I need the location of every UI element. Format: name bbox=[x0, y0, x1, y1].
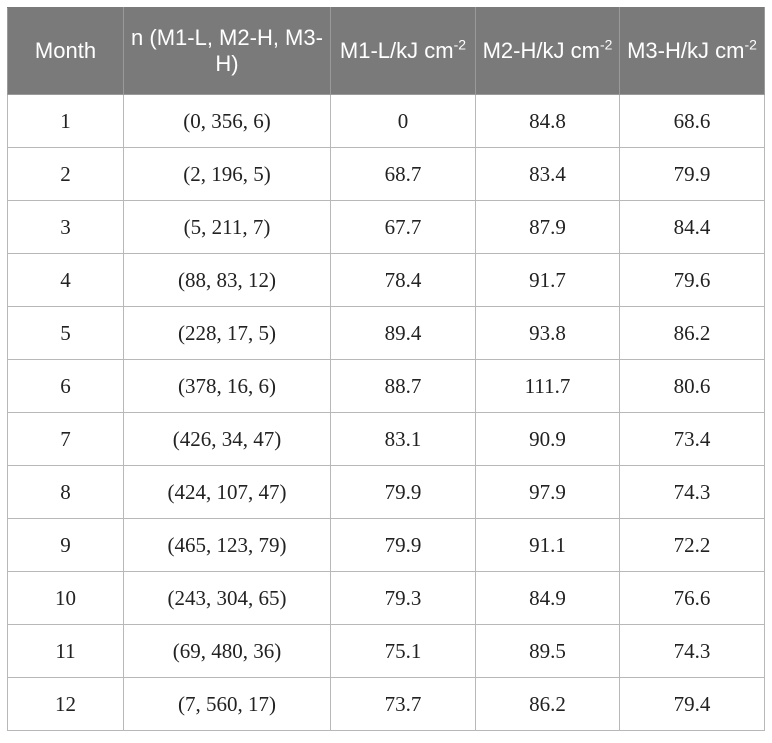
cell-n: (228, 17, 5) bbox=[123, 306, 331, 360]
header-m3-h: M3-H/kJ cm-2 bbox=[619, 7, 765, 95]
data-table: Month n (M1-L, M2-H, M3-H) M1-L/kJ cm-2 … bbox=[7, 7, 765, 731]
cell-m3-h: 79.9 bbox=[619, 147, 765, 201]
table-body: 1 (0, 356, 6) 0 84.8 68.6 2 (2, 196, 5) 68.7 83.… bbox=[7, 94, 765, 731]
cell-month: 1 bbox=[7, 94, 124, 148]
cell-month: 2 bbox=[7, 147, 124, 201]
header-m1-l-label: M1-L/kJ cm bbox=[339, 38, 454, 63]
cell-m3-h: 74.3 bbox=[619, 465, 765, 519]
cell-n: (5, 211, 7) bbox=[123, 200, 331, 254]
table-row: 7 (426, 34, 47) 83.1 90.9 73.4 bbox=[7, 412, 765, 466]
cell-m1-l: 89.4 bbox=[330, 306, 476, 360]
cell-m3-h: 74.3 bbox=[619, 624, 765, 678]
cell-m1-l: 88.7 bbox=[330, 359, 476, 413]
cell-m2-h: 97.9 bbox=[475, 465, 620, 519]
cell-n: (88, 83, 12) bbox=[123, 253, 331, 307]
header-row: Month n (M1-L, M2-H, M3-H) M1-L/kJ cm-2 … bbox=[7, 7, 765, 95]
cell-m2-h: 89.5 bbox=[475, 624, 620, 678]
cell-n: (243, 304, 65) bbox=[123, 571, 331, 625]
cell-m3-h: 73.4 bbox=[619, 412, 765, 466]
cell-m2-h: 83.4 bbox=[475, 147, 620, 201]
cell-m3-h: 79.4 bbox=[619, 677, 765, 731]
cell-m1-l: 79.9 bbox=[330, 518, 476, 572]
cell-m1-l: 79.3 bbox=[330, 571, 476, 625]
cell-n: (2, 196, 5) bbox=[123, 147, 331, 201]
table-row: 4 (88, 83, 12) 78.4 91.7 79.6 bbox=[7, 253, 765, 307]
table-header: Month n (M1-L, M2-H, M3-H) M1-L/kJ cm-2 … bbox=[7, 7, 765, 95]
cell-n: (7, 560, 17) bbox=[123, 677, 331, 731]
table-row: 8 (424, 107, 47) 79.9 97.9 74.3 bbox=[7, 465, 765, 519]
header-m2-h-exponent: -2 bbox=[599, 36, 613, 53]
header-m1-l: M1-L/kJ cm-2 bbox=[330, 7, 476, 95]
cell-m1-l: 68.7 bbox=[330, 147, 476, 201]
cell-m3-h: 76.6 bbox=[619, 571, 765, 625]
cell-month: 11 bbox=[7, 624, 124, 678]
cell-month: 7 bbox=[7, 412, 124, 466]
cell-m1-l: 73.7 bbox=[330, 677, 476, 731]
cell-month: 5 bbox=[7, 306, 124, 360]
header-m2-h: M2-H/kJ cm-2 bbox=[475, 7, 620, 95]
cell-month: 12 bbox=[7, 677, 124, 731]
cell-n: (69, 480, 36) bbox=[123, 624, 331, 678]
header-n: n (M1-L, M2-H, M3-H) bbox=[123, 7, 331, 95]
cell-month: 6 bbox=[7, 359, 124, 413]
cell-m3-h: 72.2 bbox=[619, 518, 765, 572]
cell-month: 10 bbox=[7, 571, 124, 625]
cell-m2-h: 91.7 bbox=[475, 253, 620, 307]
table-row: 10 (243, 304, 65) 79.3 84.9 76.6 bbox=[7, 571, 765, 625]
header-m3-h-label: M3-H/kJ cm bbox=[627, 38, 745, 63]
cell-m3-h: 86.2 bbox=[619, 306, 765, 360]
cell-n: (465, 123, 79) bbox=[123, 518, 331, 572]
table-row: 9 (465, 123, 79) 79.9 91.1 72.2 bbox=[7, 518, 765, 572]
header-month: Month bbox=[7, 7, 124, 95]
cell-m1-l: 0 bbox=[330, 94, 476, 148]
cell-m2-h: 86.2 bbox=[475, 677, 620, 731]
cell-m2-h: 87.9 bbox=[475, 200, 620, 254]
table-row: 11 (69, 480, 36) 75.1 89.5 74.3 bbox=[7, 624, 765, 678]
cell-month: 8 bbox=[7, 465, 124, 519]
cell-m2-h: 84.8 bbox=[475, 94, 620, 148]
cell-m2-h: 91.1 bbox=[475, 518, 620, 572]
table-row: 5 (228, 17, 5) 89.4 93.8 86.2 bbox=[7, 306, 765, 360]
cell-m3-h: 80.6 bbox=[619, 359, 765, 413]
table-row: 6 (378, 16, 6) 88.7 111.7 80.6 bbox=[7, 359, 765, 413]
cell-n: (0, 356, 6) bbox=[123, 94, 331, 148]
cell-m1-l: 83.1 bbox=[330, 412, 476, 466]
cell-m1-l: 79.9 bbox=[330, 465, 476, 519]
cell-month: 9 bbox=[7, 518, 124, 572]
data-table-container: Month n (M1-L, M2-H, M3-H) M1-L/kJ cm-2 … bbox=[7, 7, 765, 731]
header-m1-l-exponent: -2 bbox=[453, 36, 467, 53]
cell-month: 4 bbox=[7, 253, 124, 307]
cell-m2-h: 90.9 bbox=[475, 412, 620, 466]
table-row: 1 (0, 356, 6) 0 84.8 68.6 bbox=[7, 94, 765, 148]
cell-n: (426, 34, 47) bbox=[123, 412, 331, 466]
cell-m3-h: 84.4 bbox=[619, 200, 765, 254]
cell-m1-l: 67.7 bbox=[330, 200, 476, 254]
cell-m3-h: 79.6 bbox=[619, 253, 765, 307]
header-m3-h-exponent: -2 bbox=[744, 36, 757, 53]
cell-n: (378, 16, 6) bbox=[123, 359, 331, 413]
cell-m1-l: 78.4 bbox=[330, 253, 476, 307]
cell-m1-l: 75.1 bbox=[330, 624, 476, 678]
table-row: 3 (5, 211, 7) 67.7 87.9 84.4 bbox=[7, 200, 765, 254]
cell-n: (424, 107, 47) bbox=[123, 465, 331, 519]
header-m2-h-label: M2-H/kJ cm bbox=[482, 38, 600, 63]
cell-month: 3 bbox=[7, 200, 124, 254]
cell-m3-h: 68.6 bbox=[619, 94, 765, 148]
table-row: 12 (7, 560, 17) 73.7 86.2 79.4 bbox=[7, 677, 765, 731]
cell-m2-h: 93.8 bbox=[475, 306, 620, 360]
table-row: 2 (2, 196, 5) 68.7 83.4 79.9 bbox=[7, 147, 765, 201]
cell-m2-h: 84.9 bbox=[475, 571, 620, 625]
cell-m2-h: 111.7 bbox=[475, 359, 620, 413]
